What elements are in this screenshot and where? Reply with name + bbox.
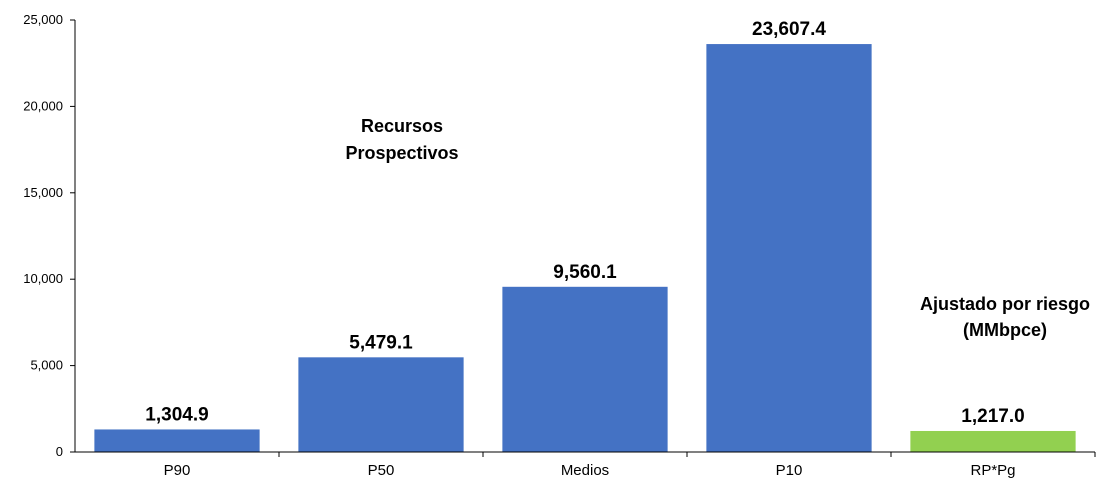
- bar-p10: [706, 44, 872, 453]
- data-label: 1,217.0: [961, 406, 1024, 427]
- data-label: 23,607.4: [752, 19, 826, 40]
- data-label: 9,560.1: [553, 262, 617, 283]
- y-tick-label: 25,000: [23, 12, 63, 27]
- annotations: Recursos Prospectivos Ajustado por riesg…: [345, 116, 1090, 340]
- data-label: 1,304.9: [145, 404, 208, 425]
- x-axis: P90 P50 Medios P10 RP*Pg: [75, 451, 1096, 479]
- y-tick-label: 0: [56, 444, 63, 459]
- annotation-prospective-line1: Recursos: [361, 116, 443, 136]
- bar-medios: [502, 286, 668, 452]
- bars: 1,304.9 5,479.1 9,560.1 23,607.4 1,217.0: [94, 19, 1076, 453]
- y-tick-label: 10,000: [23, 271, 63, 286]
- x-tick-label: RP*Pg: [970, 462, 1015, 479]
- y-tick-label: 5,000: [30, 358, 63, 373]
- bar-rp-pg: [910, 430, 1076, 452]
- y-tick-label: 20,000: [23, 98, 63, 113]
- x-tick-label: Medios: [561, 462, 609, 479]
- x-tick-label: P10: [776, 462, 803, 479]
- bar-p90: [94, 429, 260, 452]
- x-tick-label: P50: [368, 462, 395, 479]
- y-axis: 0 5,000 10,000 15,000 20,000 25,000: [23, 12, 76, 459]
- annotation-risk-adjusted-line1: Ajustado por riesgo: [920, 294, 1090, 314]
- bar-p50: [298, 357, 464, 452]
- annotation-risk-adjusted-line2: (MMbpce): [963, 320, 1047, 340]
- x-tick-label: P90: [164, 462, 191, 479]
- data-label: 5,479.1: [349, 332, 413, 353]
- y-tick-label: 15,000: [23, 185, 63, 200]
- annotation-prospective-line2: Prospectivos: [345, 143, 458, 163]
